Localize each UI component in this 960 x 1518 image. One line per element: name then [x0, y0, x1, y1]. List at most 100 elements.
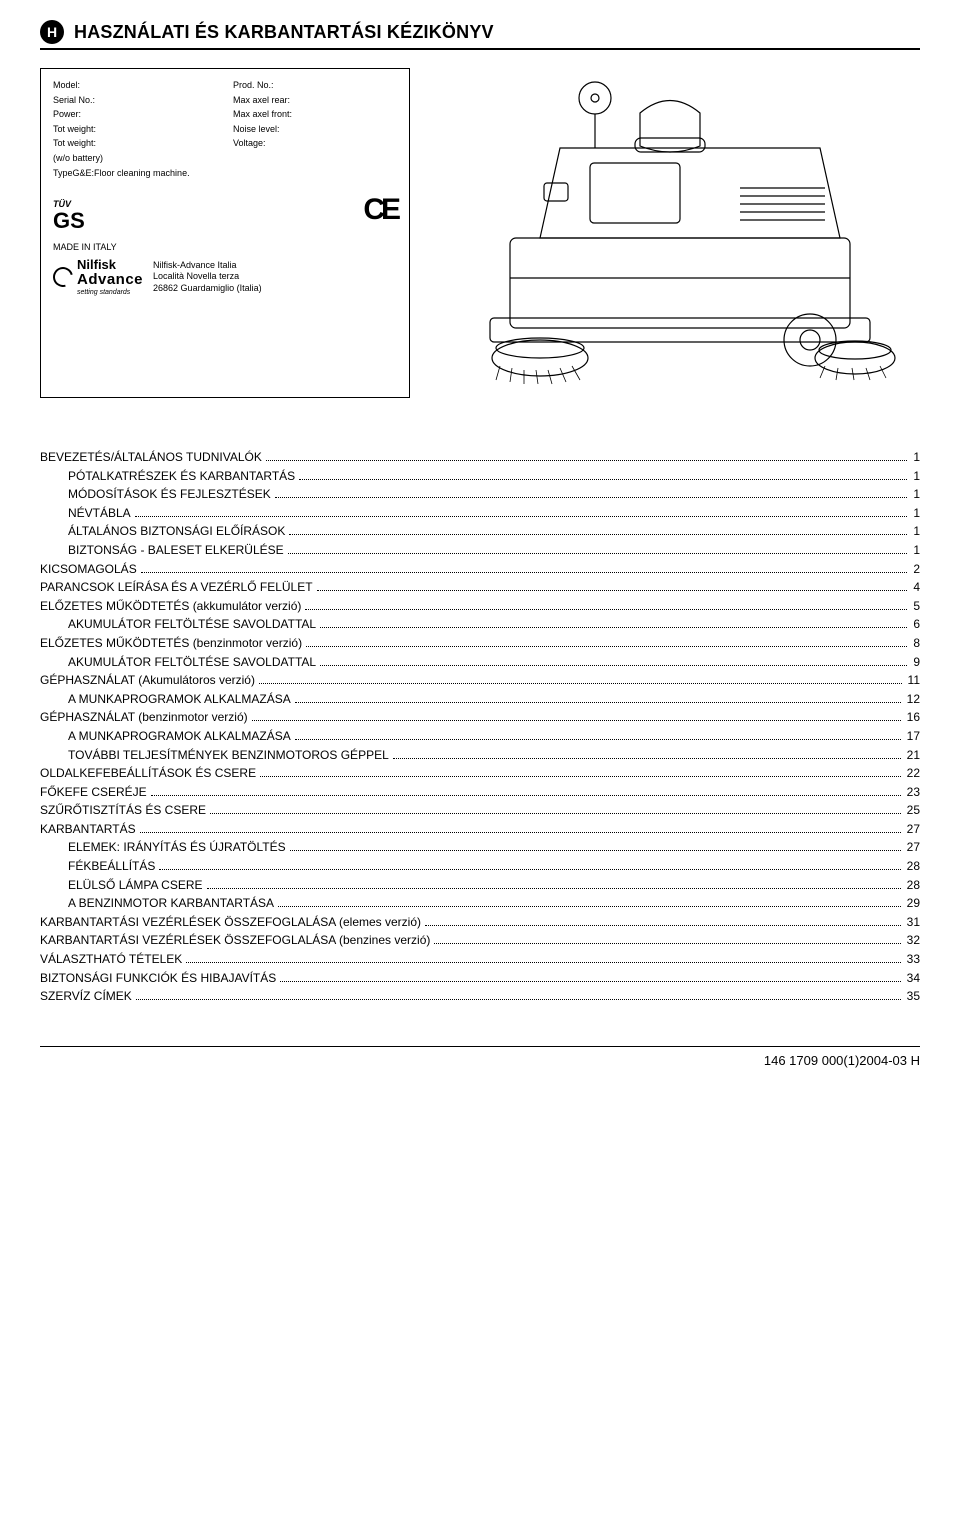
toc-label: AKUMULÁTOR FELTÖLTÉSE SAVOLDATTAL	[68, 653, 316, 672]
nameplate-left-2: Power:	[53, 108, 217, 121]
toc-row: BIZTONSÁGI FUNKCIÓK ÉS HIBAJAVÍTÁS34	[40, 969, 920, 988]
toc-page: 4	[911, 578, 920, 597]
toc-label: A BENZINMOTOR KARBANTARTÁSA	[68, 894, 274, 913]
toc-row: BIZTONSÁG - BALESET ELKERÜLÉSE1	[40, 541, 920, 560]
toc-leader	[136, 999, 901, 1000]
table-of-contents: BEVEZETÉS/ÁLTALÁNOS TUDNIVALÓK1PÓTALKATR…	[40, 448, 920, 1006]
toc-page: 17	[905, 727, 920, 746]
toc-page: 9	[911, 653, 920, 672]
toc-leader	[289, 534, 907, 535]
toc-row: A MUNKAPROGRAMOK ALKALMAZÁSA17	[40, 727, 920, 746]
toc-leader	[210, 813, 901, 814]
nameplate-left-3: Tot weight:	[53, 123, 217, 136]
top-section: Model: Prod. No.: Serial No.: Max axel r…	[40, 68, 920, 398]
toc-page: 28	[905, 876, 920, 895]
nameplate-box: Model: Prod. No.: Serial No.: Max axel r…	[40, 68, 410, 398]
toc-page: 32	[905, 931, 920, 950]
toc-page: 8	[911, 634, 920, 653]
machine-illustration	[430, 68, 920, 398]
toc-label: ELŐZETES MŰKÖDTETÉS (benzinmotor verzió)	[40, 634, 302, 653]
toc-row: ELÜLSŐ LÁMPA CSERE 28	[40, 876, 920, 895]
toc-leader	[320, 665, 907, 666]
toc-row: ELŐZETES MŰKÖDTETÉS (akkumulátor verzió)…	[40, 597, 920, 616]
addr-line1: Nilfisk-Advance Italia	[153, 260, 262, 271]
toc-label: AKUMULÁTOR FELTÖLTÉSE SAVOLDATTAL	[68, 615, 316, 634]
toc-leader	[295, 739, 901, 740]
toc-row: MÓDOSÍTÁSOK ÉS FEJLESZTÉSEK 1	[40, 485, 920, 504]
nameplate-left-5: (w/o battery)	[53, 152, 217, 165]
toc-row: A BENZINMOTOR KARBANTARTÁSA29	[40, 894, 920, 913]
toc-label: NÉVTÁBLA	[68, 504, 131, 523]
toc-leader	[266, 460, 907, 461]
toc-row: ELEMEK: IRÁNYÍTÁS ÉS ÚJRATÖLTÉS 27	[40, 838, 920, 857]
toc-leader	[275, 497, 908, 498]
toc-row: FÉKBEÁLLÍTÁS28	[40, 857, 920, 876]
brand-line2: Advance	[77, 272, 143, 289]
brand-logo: Nilfisk Advance setting standards	[53, 258, 143, 296]
toc-label: ÁLTALÁNOS BIZTONSÁGI ELŐÍRÁSOK	[68, 522, 285, 541]
nameplate-empty	[233, 152, 397, 165]
toc-label: FÉKBEÁLLÍTÁS	[68, 857, 155, 876]
toc-row: NÉVTÁBLA1	[40, 504, 920, 523]
toc-leader	[288, 553, 908, 554]
toc-label: KARBANTARTÁSI VEZÉRLÉSEK ÖSSZEFOGLALÁSA …	[40, 931, 430, 950]
toc-row: VÁLASZTHATÓ TÉTELEK33	[40, 950, 920, 969]
toc-leader	[393, 758, 901, 759]
toc-leader	[299, 479, 907, 480]
sweeper-icon	[440, 68, 910, 398]
toc-leader	[186, 962, 900, 963]
toc-label: OLDALKEFEBEÁLLÍTÁSOK ÉS CSERE	[40, 764, 256, 783]
toc-label: GÉPHASZNÁLAT (Akumulátoros verzió)	[40, 671, 255, 690]
toc-page: 27	[905, 838, 920, 857]
toc-row: FŐKEFE CSERÉJE23	[40, 783, 920, 802]
toc-leader	[259, 683, 902, 684]
toc-page: 1	[911, 485, 920, 504]
toc-page: 1	[911, 448, 920, 467]
nameplate-left-4: Tot weight:	[53, 137, 217, 150]
toc-label: TOVÁBBI TELJESÍTMÉNYEK BENZINMOTOROS GÉP…	[68, 746, 389, 765]
toc-label: SZERVÍZ CÍMEK	[40, 987, 132, 1006]
toc-page: 33	[905, 950, 920, 969]
toc-label: ELÜLSŐ LÁMPA CSERE	[68, 876, 203, 895]
toc-row: AKUMULÁTOR FELTÖLTÉSE SAVOLDATTAL 6	[40, 615, 920, 634]
page-title: HASZNÁLATI ÉS KARBANTARTÁSI KÉZIKÖNYV	[74, 22, 494, 43]
nameplate-right-4: Voltage:	[233, 137, 397, 150]
toc-row: A MUNKAPROGRAMOK ALKALMAZÁSA12	[40, 690, 920, 709]
toc-label: ELEMEK: IRÁNYÍTÁS ÉS ÚJRATÖLTÉS	[68, 838, 286, 857]
toc-page: 6	[911, 615, 920, 634]
brand-row: Nilfisk Advance setting standards Nilfis…	[53, 258, 397, 296]
toc-label: MÓDOSÍTÁSOK ÉS FEJLESZTÉSEK	[68, 485, 271, 504]
toc-label: KICSOMAGOLÁS	[40, 560, 137, 579]
footer-text: 146 1709 000(1)2004-03 H	[764, 1053, 920, 1068]
toc-page: 23	[905, 783, 920, 802]
toc-leader	[434, 943, 900, 944]
toc-leader	[159, 869, 900, 870]
toc-page: 31	[905, 913, 920, 932]
toc-label: PÓTALKATRÉSZEK ÉS KARBANTARTÁS	[68, 467, 295, 486]
nameplate-right-2: Max axel front:	[233, 108, 397, 121]
toc-page: 25	[905, 801, 920, 820]
toc-leader	[320, 627, 907, 628]
nameplate-left-0: Model:	[53, 79, 217, 92]
nameplate-right-3: Noise level:	[233, 123, 397, 136]
toc-page: 11	[906, 671, 920, 690]
toc-leader	[425, 925, 901, 926]
toc-leader	[306, 646, 907, 647]
brand-swoosh-icon	[49, 263, 76, 290]
toc-leader	[140, 832, 901, 833]
toc-page: 35	[905, 987, 920, 1006]
toc-row: KARBANTARTÁSI VEZÉRLÉSEK ÖSSZEFOGLALÁSA …	[40, 931, 920, 950]
tuvgs-block: TÜV GS	[53, 198, 85, 231]
brand-text: Nilfisk Advance setting standards	[77, 258, 143, 296]
toc-label: ELŐZETES MŰKÖDTETÉS (akkumulátor verzió)	[40, 597, 301, 616]
toc-label: BEVEZETÉS/ÁLTALÁNOS TUDNIVALÓK	[40, 448, 262, 467]
toc-leader	[207, 888, 901, 889]
nameplate-grid: Model: Prod. No.: Serial No.: Max axel r…	[53, 79, 397, 179]
toc-leader	[278, 906, 901, 907]
toc-leader	[317, 590, 908, 591]
header-badge: H	[40, 20, 64, 44]
brand-line1: Nilfisk	[77, 258, 143, 272]
toc-row: ELŐZETES MŰKÖDTETÉS (benzinmotor verzió)…	[40, 634, 920, 653]
toc-page: 21	[905, 746, 920, 765]
toc-row: PÓTALKATRÉSZEK ÉS KARBANTARTÁS1	[40, 467, 920, 486]
